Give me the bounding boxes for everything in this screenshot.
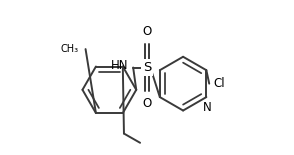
Text: HN: HN	[111, 60, 128, 73]
Text: O: O	[142, 97, 152, 110]
Text: S: S	[143, 61, 151, 74]
Text: Cl: Cl	[213, 77, 225, 90]
Text: CH₃: CH₃	[61, 44, 78, 54]
Text: O: O	[142, 25, 152, 38]
Text: N: N	[203, 101, 211, 114]
